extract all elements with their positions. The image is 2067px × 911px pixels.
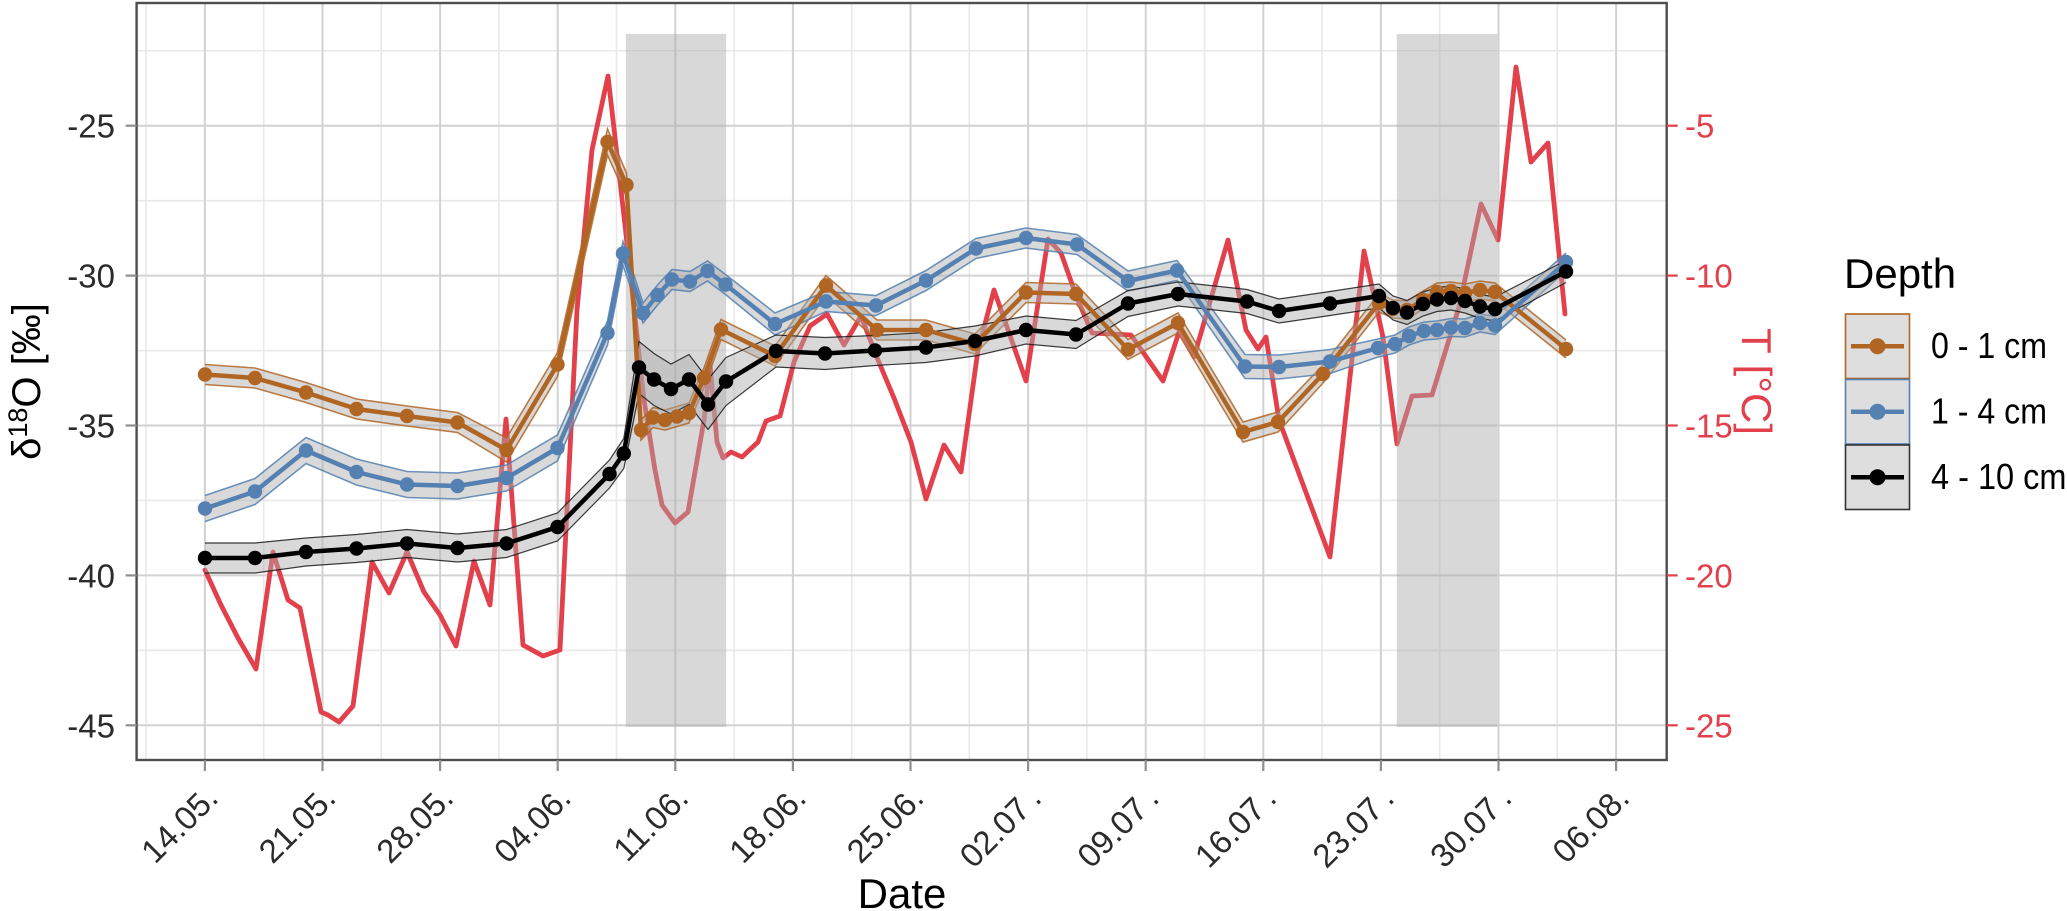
svg-text:Date: Date [858, 870, 947, 911]
svg-text:T [°C]: T [°C] [1733, 328, 1780, 435]
svg-text:-25: -25 [1685, 707, 1733, 744]
svg-text:-25: -25 [67, 108, 115, 145]
svg-text:-40: -40 [67, 557, 115, 594]
svg-text:-35: -35 [67, 408, 115, 445]
svg-text:-15: -15 [1685, 408, 1733, 445]
svg-text:0 - 1 cm: 0 - 1 cm [1931, 325, 2047, 366]
svg-text:-30: -30 [67, 258, 115, 295]
svg-text:4 - 10 cm: 4 - 10 cm [1931, 456, 2067, 497]
svg-text:-20: -20 [1685, 557, 1733, 594]
svg-text:1 - 4 cm: 1 - 4 cm [1931, 391, 2047, 432]
svg-text:-45: -45 [67, 707, 115, 744]
svg-text:Depth: Depth [1844, 250, 1956, 297]
svg-text:-5: -5 [1685, 108, 1714, 145]
svg-text:-10: -10 [1685, 258, 1733, 295]
